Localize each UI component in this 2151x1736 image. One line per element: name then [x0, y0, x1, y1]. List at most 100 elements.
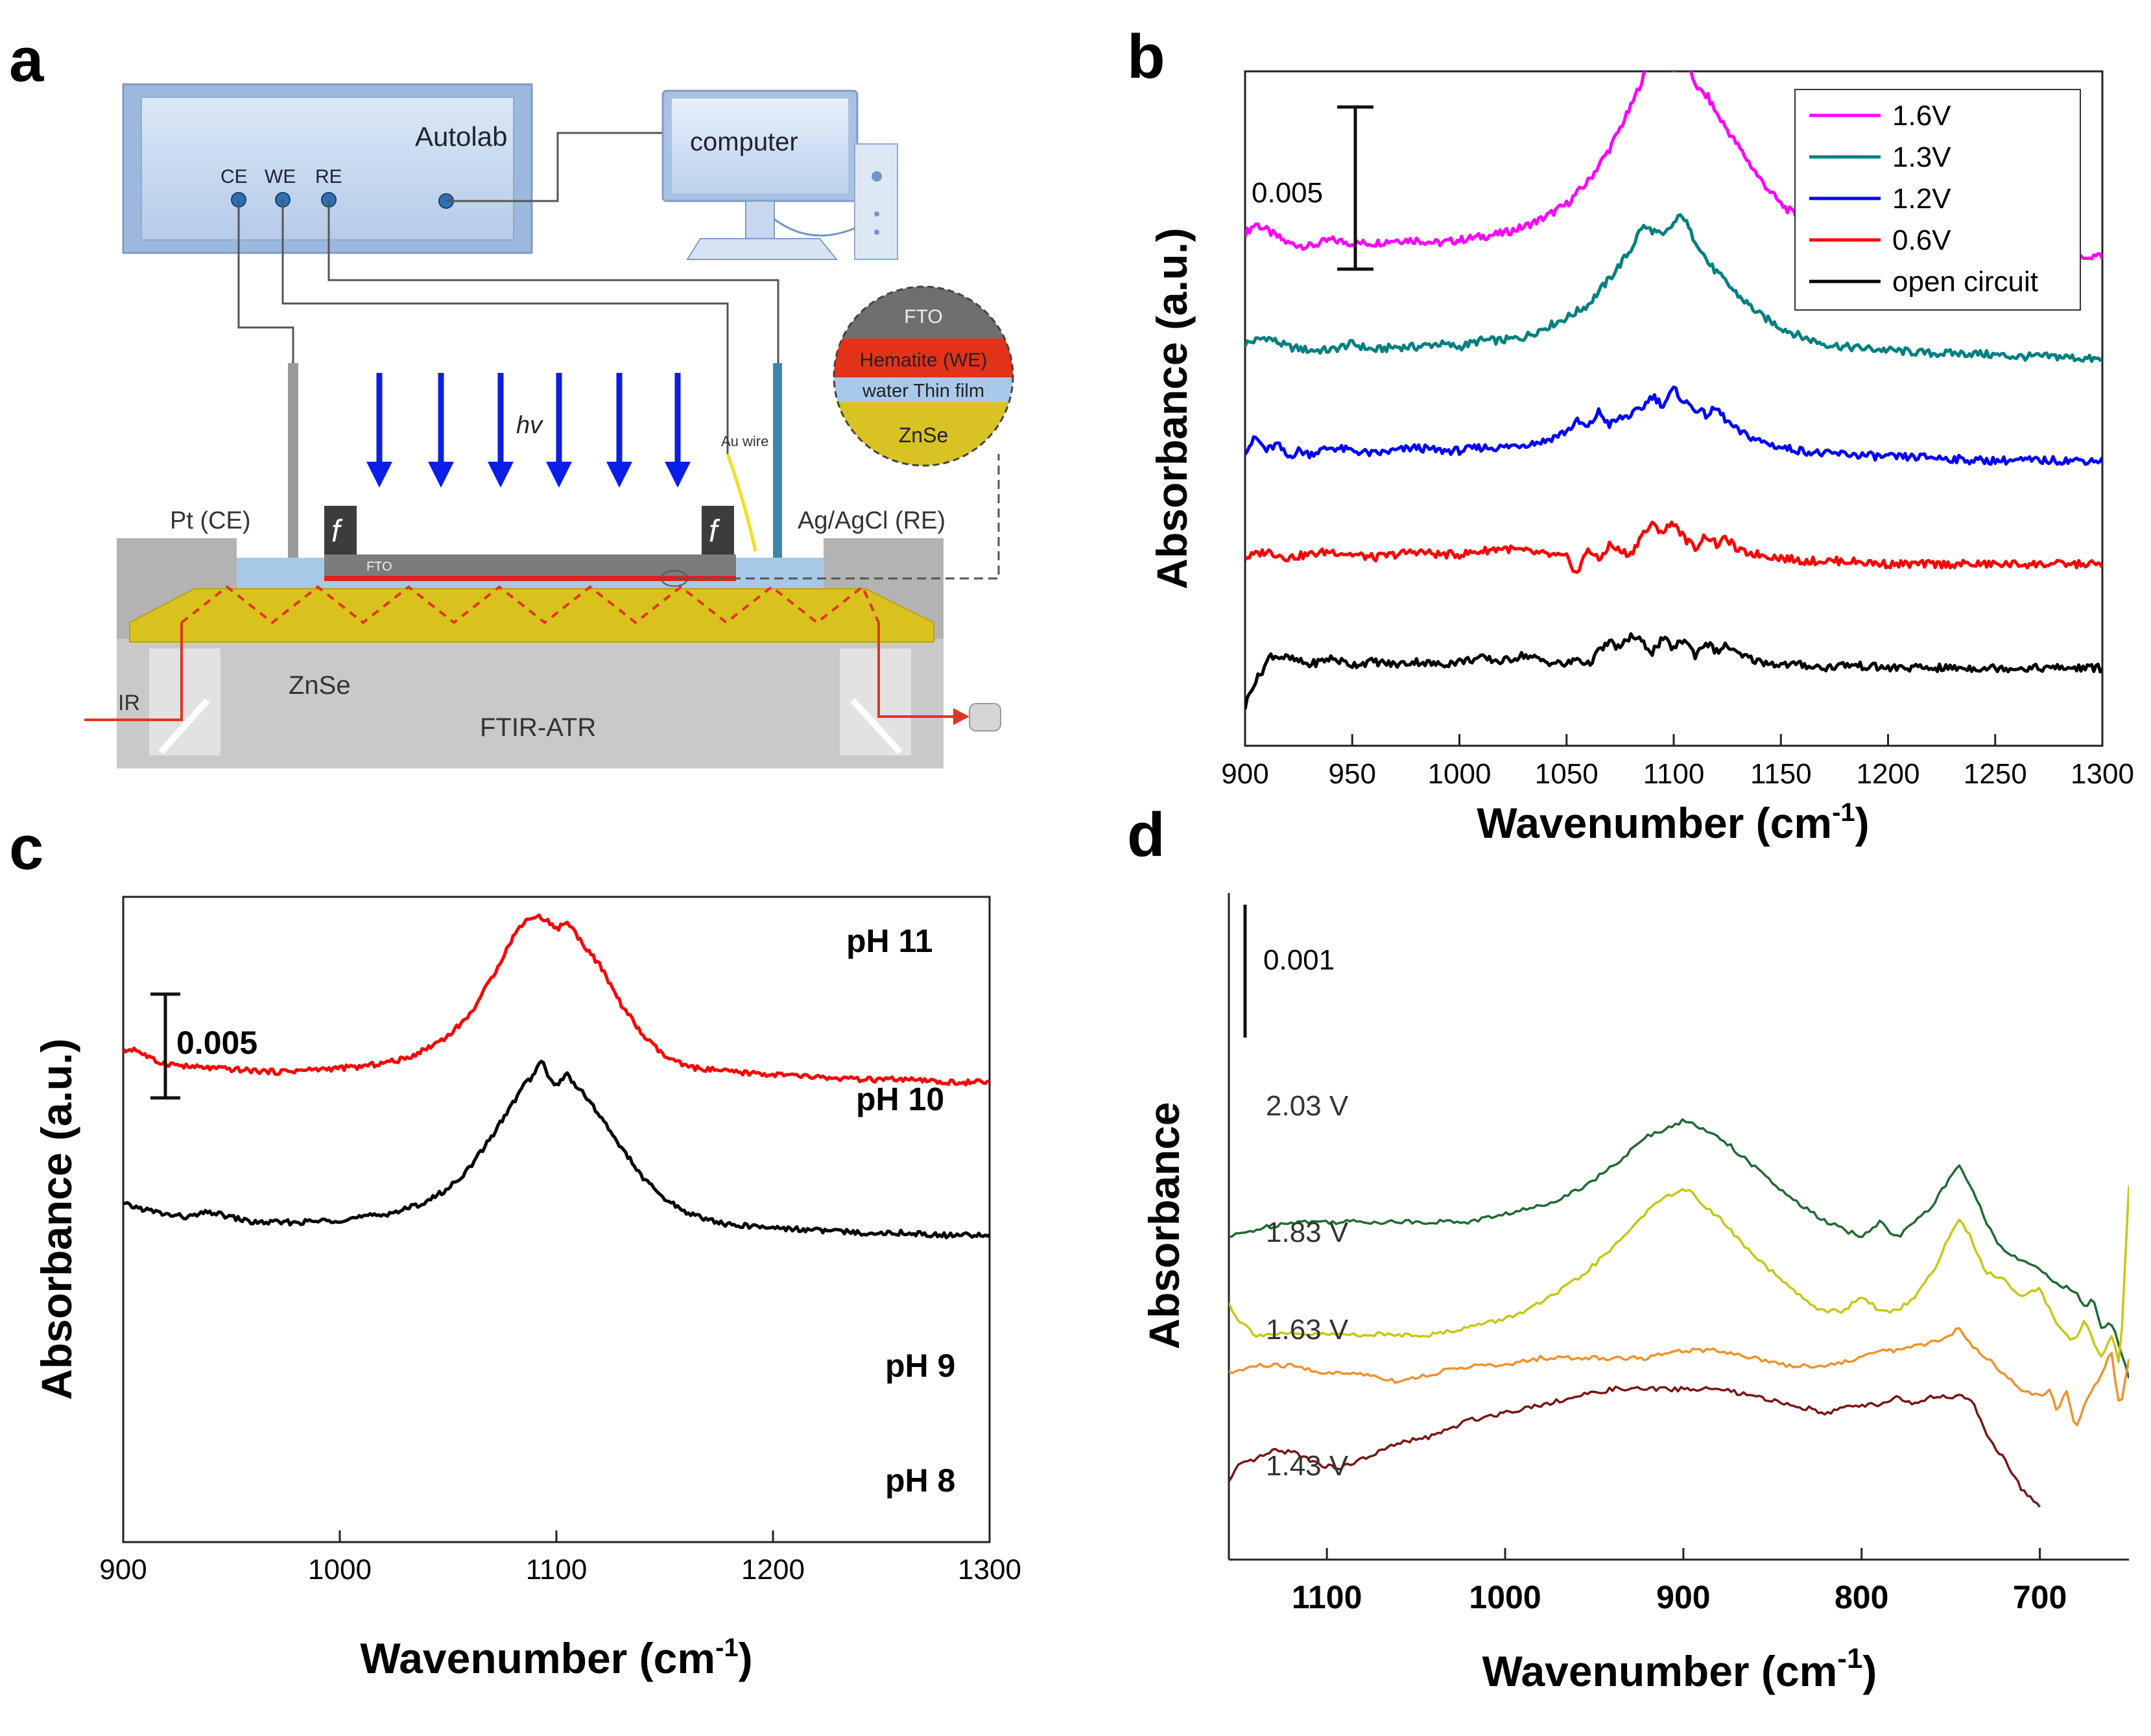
connection-wires — [237, 132, 779, 454]
chart-d-xlabel: Wavenumber (cm-1) — [1482, 1643, 1877, 1695]
pt-ce-label: Pt (CE) — [170, 507, 251, 534]
series-line-1-83-v — [1229, 1185, 2129, 1364]
ir-total-reflection — [180, 584, 880, 624]
x-tick-label: 1100 — [1292, 1579, 1362, 1615]
we-label: WE — [265, 166, 296, 187]
illumination-arrows — [366, 373, 691, 488]
ag-agcl-electrode — [773, 363, 782, 574]
chart-d-series-labels: 2.03 V 1.83 V 1.63 V 1.43 V — [1266, 1090, 1349, 1482]
legend-label: 1.2V — [1892, 183, 1951, 215]
znse-crystal — [129, 588, 934, 643]
ag-re-label: Ag/AgCl (RE) — [798, 507, 945, 534]
chart-c-scale-label: 0.005 — [176, 1025, 257, 1061]
chart-d: 1100 1000 900 800 700 Absorbance Wavenumber … — [1140, 893, 2129, 1695]
zoom-water-label: water Thin film — [862, 381, 984, 401]
x-tick-label: 700 — [2013, 1579, 2067, 1615]
x-tick-label: 1200 — [741, 1554, 805, 1586]
au-wire-label: Au wire — [721, 433, 768, 449]
x-tick-label: 1000 — [308, 1554, 372, 1586]
chart-c-xlabel: Wavenumber (cm-1) — [360, 1634, 752, 1682]
chart-b-scale-bar: 0.005 — [1252, 105, 1373, 271]
au-wire — [726, 453, 757, 552]
chart-b-legend: 1.6V 1.3V 1.2V 0.6V open circuit — [1794, 89, 2081, 311]
pt-electrode — [288, 363, 298, 574]
hv-label: hv — [516, 412, 543, 439]
atr-cell: FTO f f ZnSe FTIR-ATR IR — [117, 506, 944, 768]
fto-small-label: FTO — [366, 560, 392, 574]
series-label: 1.83 V — [1266, 1217, 1349, 1248]
chart-c-scale-bar: 0.005 — [150, 992, 257, 1100]
schematic-diagram: Autolab CE WE RE computer — [84, 83, 1014, 768]
series-label: pH 9 — [885, 1348, 955, 1384]
hematite-layer — [324, 576, 736, 581]
zoom-hematite-label: Hematite (WE) — [860, 350, 988, 371]
chart-d-series — [1229, 1118, 2129, 1508]
x-tick-label: 950 — [1329, 758, 1376, 790]
x-tick-label: 1050 — [1535, 758, 1598, 790]
x-tick-label: 1250 — [1964, 758, 2027, 790]
legend-label: 1.3V — [1892, 141, 1951, 173]
x-tick-label: 1000 — [1469, 1579, 1541, 1615]
series-label: pH 10 — [856, 1081, 944, 1117]
fto-glass — [324, 554, 736, 579]
computer-icon: computer — [661, 89, 898, 260]
series-line-2-03-v — [1229, 1118, 2129, 1379]
x-tick-label: 1100 — [1643, 758, 1705, 790]
chart-d-scale-bar: 0.001 — [1243, 905, 1335, 1038]
series-line-1-3v — [1245, 213, 2102, 363]
x-tick-label: 800 — [1835, 1579, 1888, 1615]
x-tick-label: 1200 — [1857, 758, 1920, 790]
chart-b-xticks: 900 950 1000 1050 1100 1150 1200 1250 1300 — [1221, 734, 2134, 790]
ir-beam — [84, 623, 953, 721]
series-line-0-6v — [1245, 520, 2102, 574]
chart-d-xticks: 1100 1000 900 800 700 — [1292, 1548, 2067, 1615]
autolab-box: Autolab CE WE RE — [122, 83, 533, 254]
re-label: RE — [315, 166, 342, 187]
znse-label: ZnSe — [289, 671, 351, 700]
series-line-1-2v — [1245, 385, 2102, 466]
legend-label: 1.6V — [1892, 100, 1951, 132]
panel-label-a: a — [9, 25, 44, 95]
chart-c: 900 1000 1100 1200 1300 Absorbance (a.u.) Wa… — [32, 896, 1021, 1682]
legend-label: 0.6V — [1892, 224, 1951, 256]
series-line-open-circuit — [1245, 632, 2102, 709]
ir-label: IR — [118, 691, 140, 715]
series-label: 2.03 V — [1266, 1090, 1349, 1122]
chart-b-ylabel: Absorbance (a.u.) — [1148, 228, 1196, 589]
ce-label: CE — [220, 166, 248, 187]
x-tick-label: 900 — [1221, 758, 1268, 790]
chart-b: 900 950 1000 1050 1100 1150 1200 1250 1300 Absor… — [1148, 70, 2134, 847]
x-tick-label: 1150 — [1750, 758, 1812, 790]
x-tick-label: 1000 — [1428, 758, 1491, 790]
series-label: 1.43 V — [1266, 1450, 1349, 1482]
computer-label: computer — [690, 128, 798, 156]
chart-c-ylabel: Absorbance (a.u.) — [32, 1038, 80, 1399]
x-tick-label: 900 — [1656, 1579, 1710, 1615]
chart-b-series — [1245, 71, 2102, 709]
detector-icon — [969, 703, 1001, 731]
panel-label-d: d — [1127, 800, 1165, 870]
chart-b-scale-label: 0.005 — [1252, 177, 1323, 209]
x-tick-label: 1300 — [958, 1554, 1021, 1586]
series-label: 1.63 V — [1266, 1314, 1349, 1346]
series-line-1-43-v — [1229, 1385, 2041, 1508]
x-tick-label: 1100 — [526, 1554, 588, 1586]
series-line-1-63-v — [1229, 1327, 2129, 1427]
ftir-atr-label: FTIR-ATR — [480, 713, 596, 742]
chart-d-scale-label: 0.001 — [1263, 944, 1335, 976]
chart-c-series — [123, 913, 990, 1240]
x-tick-label: 900 — [99, 1554, 147, 1586]
zoom-znse-label: ZnSe — [899, 423, 948, 447]
panel-label-c: c — [9, 813, 43, 883]
chart-c-xticks: 900 1000 1100 1200 1300 — [99, 1530, 1021, 1586]
x-tick-label: 1300 — [2071, 758, 2134, 790]
zoom-fto-label: FTO — [904, 306, 942, 327]
chart-b-xlabel: Wavenumber (cm-1) — [1477, 798, 1869, 847]
series-line-ph-8 — [123, 1060, 990, 1240]
autolab-label: Autolab — [415, 121, 507, 152]
legend-label: open circuit — [1892, 266, 2038, 298]
series-label: pH 8 — [885, 1462, 955, 1499]
chart-c-series-labels: pH 11 pH 10 pH 9 pH 8 — [846, 923, 955, 1499]
panel-label-b: b — [1127, 22, 1165, 91]
